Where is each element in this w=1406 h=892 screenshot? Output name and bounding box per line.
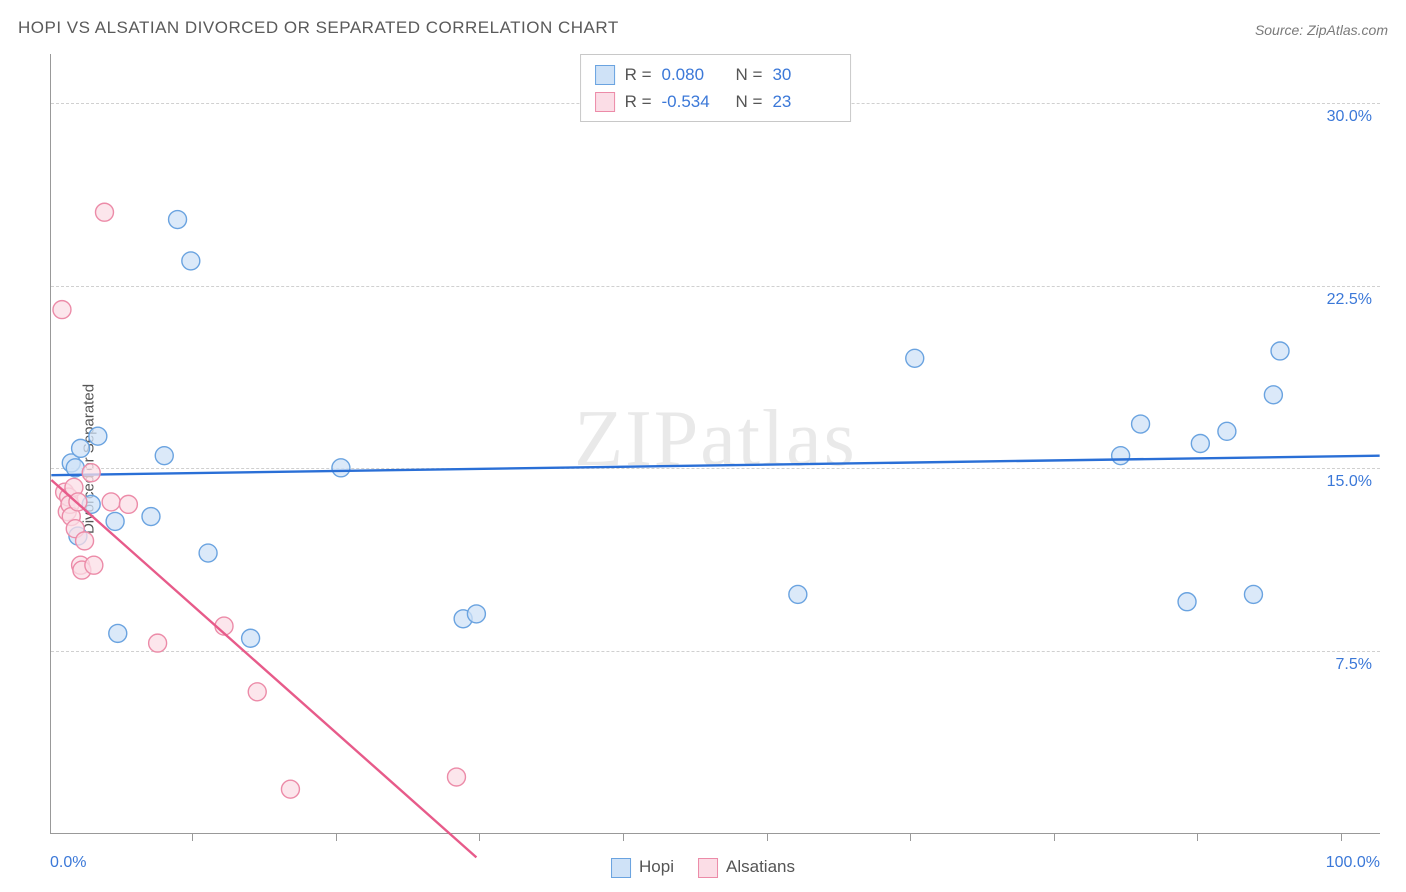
data-point [467,605,485,623]
data-point [119,495,137,513]
data-point [142,508,160,526]
legend-swatch [595,65,615,85]
x-axis-max-label: 100.0% [1326,854,1380,872]
data-point [1264,386,1282,404]
data-point [1112,447,1130,465]
data-point [447,768,465,786]
data-point [242,629,260,647]
data-point [789,585,807,603]
data-point [89,427,107,445]
regression-line [51,480,476,857]
data-point [182,252,200,270]
data-point [72,439,90,457]
legend-n-value: 30 [772,61,836,88]
data-point [199,544,217,562]
chart-source: Source: ZipAtlas.com [1255,22,1388,38]
scatter-plot-svg [51,54,1380,833]
legend-series-item: Alsatians [698,857,795,878]
legend-swatch [595,92,615,112]
data-point [1271,342,1289,360]
chart-title: HOPI VS ALSATIAN DIVORCED OR SEPARATED C… [18,18,619,38]
data-point [102,493,120,511]
data-point [1244,585,1262,603]
legend-swatch [698,858,718,878]
data-point [76,532,94,550]
plot-area: ZIPatlas R =0.080N =30R =-0.534N =23 7.5… [50,54,1380,834]
data-point [106,512,124,530]
x-tick [336,833,337,841]
data-point [95,203,113,221]
legend-stat-row: R = 0.080 N = 30 [595,61,837,88]
data-point [82,464,100,482]
data-point [281,780,299,798]
data-point [1218,422,1236,440]
legend-r-label: R = [625,88,652,115]
legend-stat-row: R = -0.534 N = 23 [595,88,837,115]
x-tick [1197,833,1198,841]
data-point [109,624,127,642]
legend-series-item: Hopi [611,857,674,878]
legend-stats: R = 0.080 N = 30 R = -0.534 N = 23 [580,54,852,122]
data-point [169,211,187,229]
legend-r-label: R = [625,61,652,88]
x-tick [623,833,624,841]
data-point [248,683,266,701]
x-tick [910,833,911,841]
data-point [1178,593,1196,611]
regression-line [51,456,1379,475]
legend-n-value: 23 [772,88,836,115]
x-tick [1341,833,1342,841]
legend-n-label: N = [736,61,763,88]
x-tick [767,833,768,841]
legend-series: Hopi Alsatians [611,857,795,878]
data-point [906,349,924,367]
x-tick [479,833,480,841]
x-tick [192,833,193,841]
legend-r-value: -0.534 [662,88,726,115]
data-point [155,447,173,465]
data-point [53,301,71,319]
x-axis-min-label: 0.0% [50,854,86,872]
chart-container: Divorced or Separated ZIPatlas R =0.080N… [0,44,1406,874]
legend-swatch [611,858,631,878]
data-point [1191,435,1209,453]
data-point [149,634,167,652]
data-point [1132,415,1150,433]
data-point [85,556,103,574]
legend-series-label: Alsatians [726,857,795,876]
legend-r-value: 0.080 [662,61,726,88]
legend-series-label: Hopi [639,857,674,876]
x-tick [1054,833,1055,841]
data-point [332,459,350,477]
legend-n-label: N = [736,88,763,115]
